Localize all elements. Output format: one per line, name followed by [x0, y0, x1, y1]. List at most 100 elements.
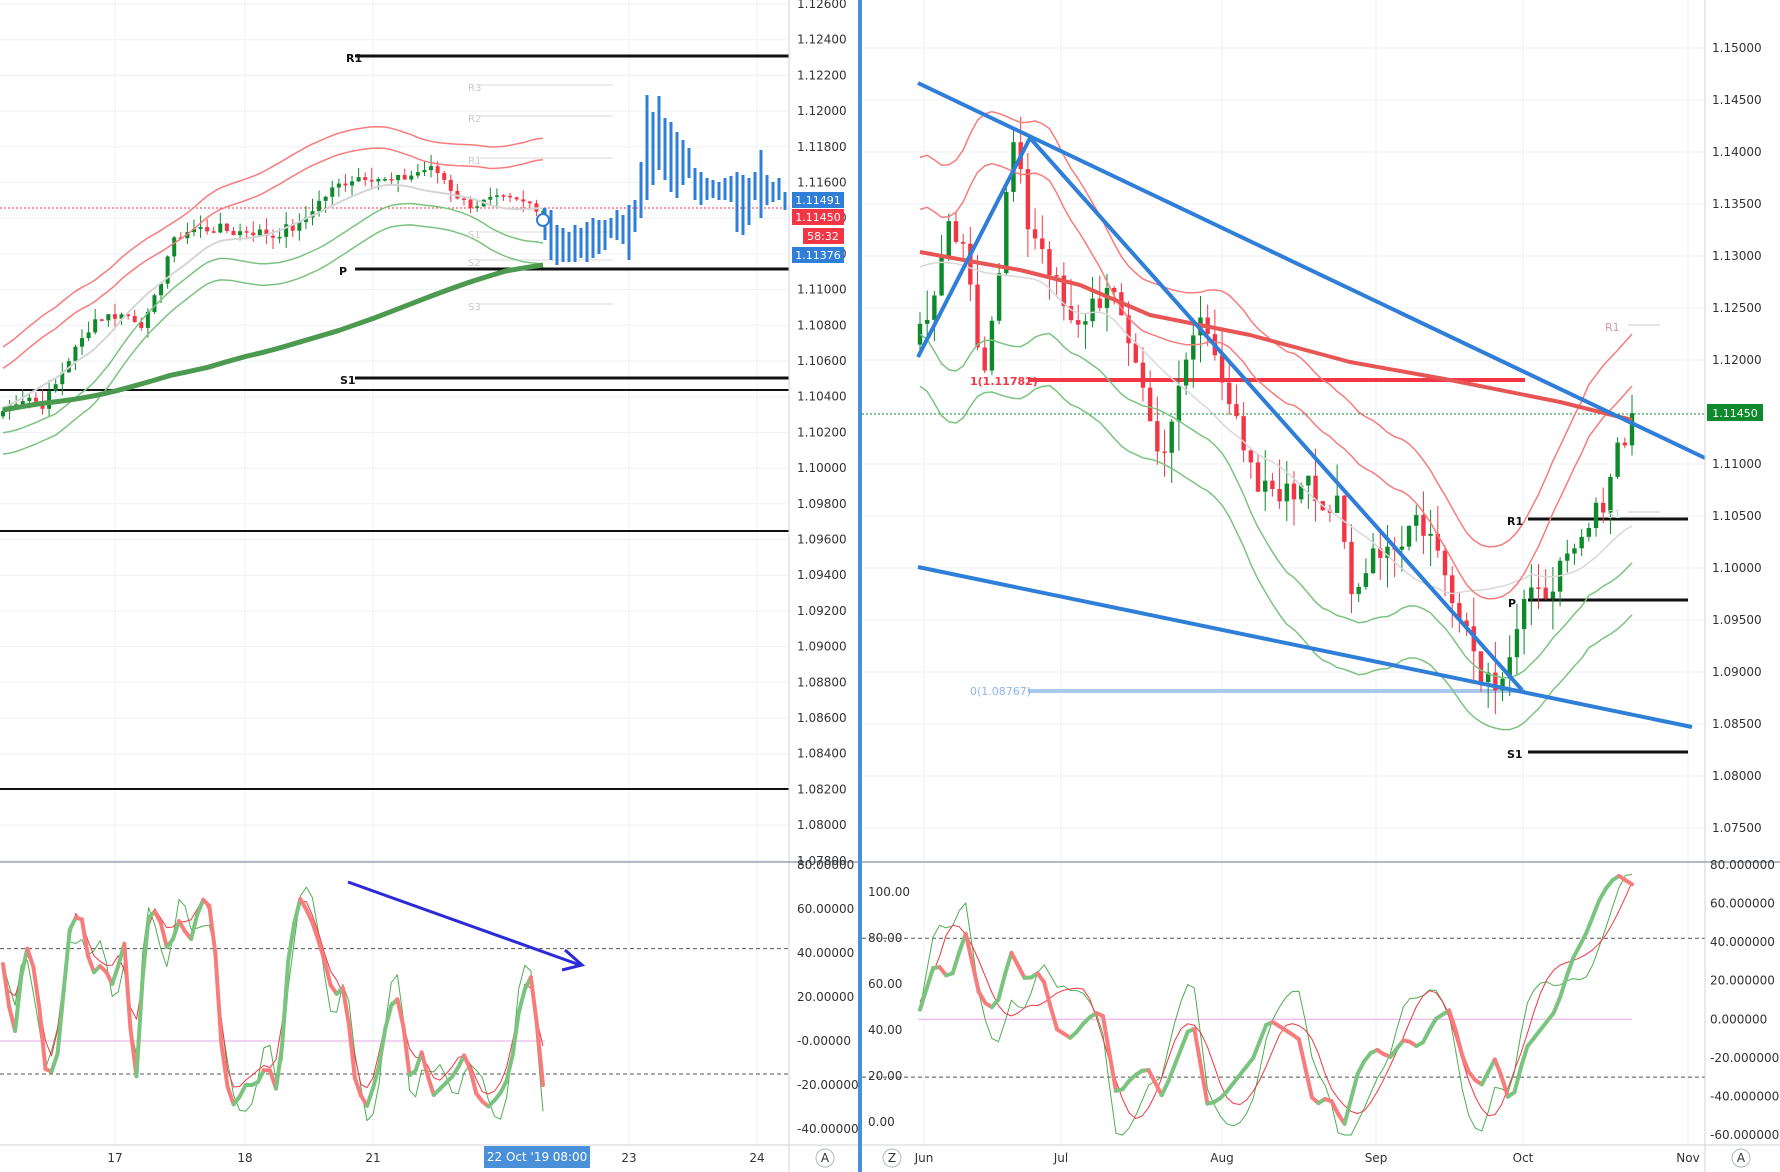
- right-candle-body: [1457, 603, 1462, 621]
- left-candle-body: [521, 199, 526, 202]
- right-rally-line[interactable]: [916, 137, 1032, 358]
- right-osc-tick: 0.000000: [1710, 1012, 1767, 1026]
- right-candle-body: [1183, 359, 1189, 386]
- left-y-tick: 1.10000: [797, 461, 847, 475]
- left-candle-body: [527, 201, 532, 204]
- right-lower-trendline[interactable]: [917, 565, 1693, 729]
- left-osc-main-segment: [498, 1078, 509, 1095]
- left-candle-body: [396, 175, 401, 181]
- right-osc-main-segment: [1146, 1068, 1158, 1085]
- right-candle-body: [1349, 541, 1354, 595]
- right-osc-tick: -20.000000: [1710, 1051, 1779, 1065]
- left-y-tick: 1.11600: [797, 176, 847, 190]
- right-candle-body: [1342, 495, 1347, 542]
- right-osc-main-segment: [1597, 886, 1608, 902]
- left-osc-main-segment: [274, 1043, 285, 1091]
- right-osc-main-segment: [1427, 1016, 1439, 1032]
- right-candle-body: [1334, 495, 1340, 513]
- left-osc-tick: 60.00000: [797, 902, 854, 916]
- right-osc-main-segment: [1518, 1044, 1530, 1070]
- right-osc-left-tick: 0.00: [868, 1115, 895, 1129]
- left-y-tick: 1.07800: [797, 854, 847, 868]
- left-osc-main-segment: [207, 903, 218, 956]
- right-osc-main-segment: [1558, 974, 1569, 1000]
- left-candle-body: [119, 314, 124, 319]
- left-x-axis[interactable]: 17 18 21 23 24: [107, 1151, 764, 1165]
- left-osc-tick: 80.00000: [797, 858, 854, 872]
- right-osc-main-segment: [1198, 1064, 1210, 1106]
- left-osc-main-segment: [510, 1010, 521, 1057]
- right-candle-body: [932, 295, 937, 320]
- left-osc-tick: -20.00000: [797, 1078, 859, 1092]
- left-y-axis[interactable]: 1.12600 1.12400 1.12200 1.12000 1.11800 1.116…: [797, 0, 847, 868]
- right-osc-left-tick: 20.00: [868, 1069, 902, 1083]
- left-osc-main-segment: [195, 897, 206, 917]
- right-long-ma: [919, 250, 1633, 422]
- right-oscillator[interactable]: [862, 873, 1705, 1136]
- left-osc-axis[interactable]: 80.00000 60.00000 40.00000 20.00000 -0.00000…: [797, 858, 859, 1136]
- right-candle-body: [1191, 335, 1196, 360]
- left-candle-body: [494, 195, 499, 197]
- right-level-s1-label: S1: [1507, 748, 1523, 761]
- left-candle-body: [271, 235, 275, 238]
- left-osc-main-segment: [395, 997, 406, 1029]
- right-osc-main-segment: [1349, 1071, 1360, 1101]
- left-candle-body: [145, 311, 150, 328]
- right-osc-axis[interactable]: 80.000000 60.000000 40.000000 20.000000 0.00…: [868, 858, 1779, 1142]
- right-x-axis[interactable]: Jun Jul Aug Sep Oct Nov: [914, 1151, 1700, 1165]
- right-y-axis[interactable]: 1.15000 1.14500 1.14000 1.13500 1.13000 1.125…: [1712, 41, 1762, 835]
- right-osc-main-segment: [1251, 1039, 1262, 1061]
- left-level-p-label: P: [339, 265, 347, 278]
- price-tag-upper-bg: [792, 192, 844, 208]
- right-candle-body: [1277, 489, 1282, 502]
- left-oscillator[interactable]: [0, 880, 789, 1122]
- left-osc-main-segment: [61, 927, 72, 993]
- right-osc-main-segment: [1296, 1037, 1308, 1071]
- panel-divider[interactable]: [858, 0, 862, 1172]
- right-candle-body: [1270, 480, 1275, 490]
- left-current-marker[interactable]: [536, 213, 550, 227]
- left-y-tick: 1.12200: [797, 68, 847, 82]
- countdown-tag-bg: [803, 228, 844, 244]
- left-candle-body: [112, 314, 117, 319]
- right-candle-body: [1370, 548, 1376, 574]
- left-auto-scale-button[interactable]: [815, 1148, 835, 1168]
- right-osc-main-segment: [1623, 878, 1634, 887]
- right-decline-line[interactable]: [1028, 136, 1524, 692]
- right-log-scale-button[interactable]: [882, 1148, 902, 1168]
- right-candle-body: [1054, 275, 1059, 277]
- right-candle-body: [1004, 191, 1009, 274]
- left-candle-body: [508, 195, 513, 198]
- left-price-chart[interactable]: [0, 54, 789, 790]
- left-osc-main-segment: [225, 1084, 236, 1107]
- right-auto-scale-button[interactable]: [1731, 1148, 1751, 1168]
- right-osc-main-segment: [1551, 995, 1563, 1016]
- left-candle-body: [20, 401, 25, 405]
- right-candle-body: [1090, 298, 1095, 322]
- right-osc-main-segment: [996, 972, 1007, 1002]
- right-candle-body: [1241, 416, 1246, 451]
- left-osc-main-segment: [67, 915, 78, 932]
- right-candle-body: [1234, 404, 1239, 417]
- countdown-tag: 58:32: [807, 230, 839, 243]
- right-upper-trendline[interactable]: [917, 81, 1706, 460]
- right-osc-main-segment: [1499, 1073, 1510, 1099]
- left-candle-body: [139, 322, 144, 328]
- right-candle-body: [1227, 382, 1232, 405]
- right-osc-main-segment: [1257, 1022, 1269, 1044]
- right-candle-body: [1147, 387, 1153, 422]
- right-candle-body: [1442, 550, 1448, 576]
- right-y-tick: 1.10000: [1712, 561, 1762, 575]
- left-candle-body: [461, 198, 466, 201]
- left-osc-tick: -40.00000: [797, 1122, 859, 1136]
- right-auto-scale-label: A: [1737, 1151, 1746, 1165]
- left-candle-body: [514, 197, 519, 200]
- left-osc-main-segment: [401, 1024, 412, 1078]
- right-candle-body: [1435, 533, 1441, 551]
- right-candle-body: [1363, 573, 1369, 587]
- right-candle-body: [953, 221, 959, 242]
- left-osc-main-segment: [528, 975, 539, 1027]
- right-osc-main-segment: [1342, 1096, 1354, 1126]
- right-price-chart[interactable]: [862, 81, 1706, 754]
- left-y-tick: 1.12400: [797, 33, 847, 47]
